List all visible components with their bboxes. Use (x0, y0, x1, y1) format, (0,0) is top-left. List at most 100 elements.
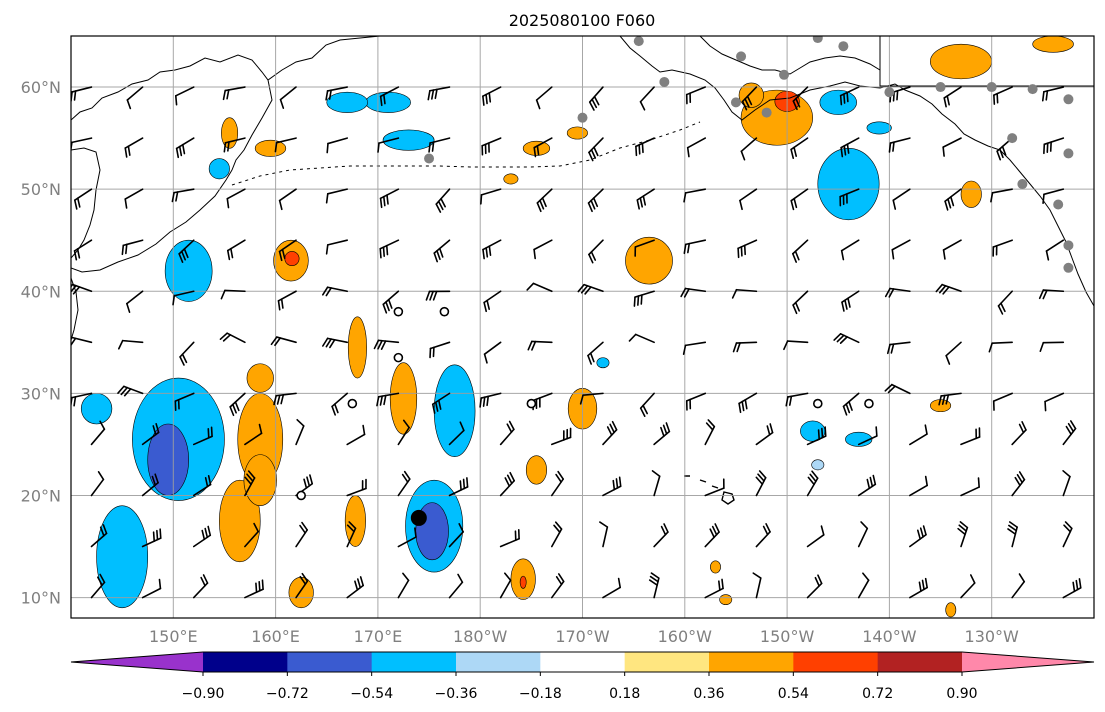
station-marker-layer (296, 36, 1074, 526)
field-region-pos1 (522, 140, 551, 156)
wind-barb (935, 283, 962, 295)
wind-barb (806, 426, 827, 446)
coastline-aleutians (231, 121, 701, 186)
station-open-marker (296, 490, 306, 501)
wind-barb (992, 239, 1013, 257)
field-region-neg1 (845, 431, 873, 447)
wind-barb (126, 290, 144, 313)
coastline-hawaii (684, 475, 735, 505)
wind-barb (226, 239, 246, 261)
station-gray-marker (736, 51, 747, 62)
wind-barb (886, 341, 911, 355)
wind-barb (499, 420, 515, 446)
wind-barb (960, 477, 980, 497)
wind-barb (278, 188, 297, 211)
wind-barb (842, 392, 860, 416)
colorbar-tick-label: 0.72 (862, 686, 893, 702)
longitude-tick-label: 150°W (760, 627, 815, 646)
wind-barb (840, 239, 860, 261)
station-gray-marker (1017, 179, 1028, 190)
wind-barb (482, 86, 502, 106)
wind-barb (909, 577, 928, 599)
field-layer (80, 36, 1074, 618)
wind-barb (171, 188, 195, 203)
wind-barb (960, 427, 981, 446)
wind-barb (790, 137, 809, 160)
field-region-pos1 (1032, 36, 1074, 53)
wind-barb (73, 188, 93, 210)
station-gray-marker (659, 76, 670, 87)
wind-barb (892, 188, 911, 210)
station-gray-marker (884, 87, 895, 98)
wind-barb (448, 477, 469, 497)
station-gray-marker (812, 36, 823, 44)
map-area (71, 36, 1094, 618)
wind-barb (1011, 421, 1027, 446)
wind-barb (755, 423, 774, 446)
wind-barb (499, 528, 520, 548)
wind-barb (377, 137, 400, 153)
wind-barb (938, 392, 962, 406)
field-region-neg1 (80, 393, 113, 425)
wind-barb (73, 239, 93, 261)
longitude-labels: 150°E 160°E 170°E 180°W 170°W 160°W 150°W 140°W… (149, 627, 1019, 646)
wind-barb (990, 188, 1013, 203)
wind-barb (839, 86, 860, 106)
wind-barb (1039, 341, 1065, 353)
wind-barb (639, 392, 655, 418)
wind-barb (379, 188, 400, 209)
wind-barb (806, 470, 819, 497)
wind-barb (648, 572, 660, 599)
station-gray-marker (1053, 199, 1064, 210)
field-region-pos2 (519, 575, 527, 589)
station-open-marker (347, 398, 358, 409)
wind-barb (376, 392, 400, 407)
colorbar-segment (877, 652, 963, 672)
wind-barb (909, 424, 928, 446)
colorbar-tick-label: 0.54 (778, 686, 809, 702)
wind-barb (448, 523, 464, 548)
wind-barb (278, 239, 297, 262)
wind-barb (731, 288, 758, 299)
station-gray-marker (935, 82, 946, 93)
wind-barb (1011, 573, 1026, 599)
wind-barb (244, 522, 260, 548)
wind-barb (602, 420, 618, 446)
field-region-pos1 (344, 495, 366, 547)
wind-barb (943, 86, 962, 108)
wind-barb (1062, 470, 1071, 497)
station-gray-marker (1063, 148, 1074, 159)
wind-barb (121, 239, 144, 256)
wind-barb (141, 578, 162, 599)
field-region-pos1 (566, 126, 588, 140)
wind-barb (124, 137, 144, 158)
wind-barb (783, 340, 809, 351)
wind-barb (220, 289, 246, 300)
wind-barb (382, 290, 400, 314)
wind-barb (1007, 521, 1018, 548)
wind-barb (274, 137, 297, 153)
field-region-pos1 (945, 602, 957, 618)
wind-barb (325, 239, 349, 255)
station-gray-marker (761, 107, 772, 118)
longitude-tick-label: 150°E (149, 627, 198, 646)
wind-barb (792, 86, 809, 111)
wind-barb (1062, 578, 1082, 599)
wind-barb (174, 392, 195, 411)
wind-barb (527, 340, 553, 351)
wind-barb (634, 239, 655, 257)
wind-barb (602, 577, 621, 599)
colorbar-extend-low (71, 652, 203, 672)
field-region-pos2 (284, 251, 300, 267)
field-region-pos1 (254, 139, 287, 157)
field-region-neg1 (433, 364, 476, 457)
station-open-marker (393, 306, 404, 317)
wind-barb (909, 475, 928, 497)
wind-barb (635, 137, 655, 157)
wind-barb (219, 332, 246, 344)
station-gray-marker (1063, 262, 1074, 273)
wind-barb (325, 86, 349, 101)
wind-barb (785, 392, 809, 407)
station-gray-marker (1063, 94, 1074, 105)
wind-barb (379, 86, 400, 107)
